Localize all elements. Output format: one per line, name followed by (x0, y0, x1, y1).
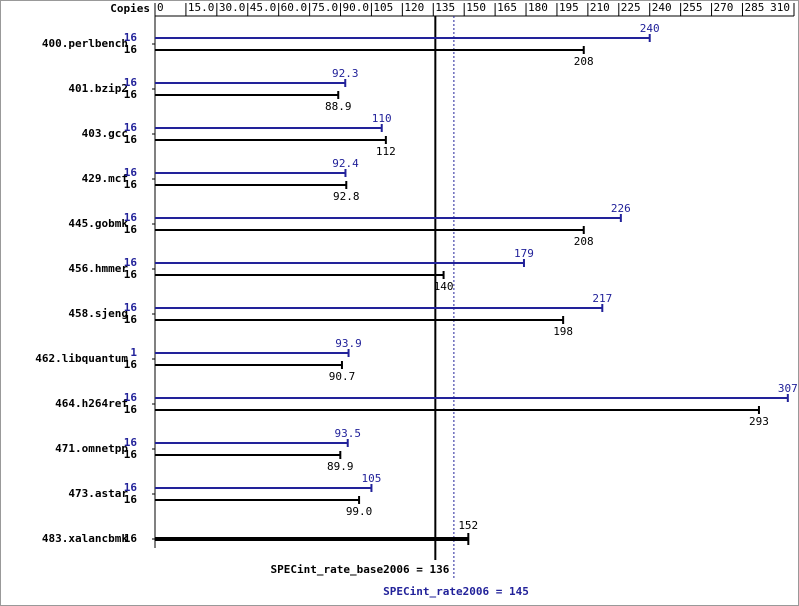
value-label: 226 (611, 202, 631, 215)
copies-value: 16 (124, 76, 138, 89)
value-label: 208 (574, 55, 594, 68)
value-label: 93.9 (335, 337, 362, 350)
value-label: 208 (574, 235, 594, 248)
copies-value: 16 (124, 211, 138, 224)
value-label: 90.7 (329, 370, 356, 383)
value-label: 152 (458, 519, 478, 532)
benchmark-label: 473.astar (68, 487, 128, 500)
copies-value: 16 (124, 493, 138, 506)
copies-value: 16 (124, 448, 138, 461)
value-label: 92.3 (332, 67, 359, 80)
reference-label: SPECint_rate_base2006 = 136 (271, 563, 450, 576)
benchmark-label: 471.omnetpp (55, 442, 128, 455)
x-tick-label: 270 (714, 1, 734, 14)
value-label: 179 (514, 247, 534, 260)
copies-value: 16 (124, 403, 138, 416)
value-label: 93.5 (334, 427, 361, 440)
value-label: 198 (553, 325, 573, 338)
x-tick-label: 135 (435, 1, 455, 14)
x-tick-label: 75.0 (312, 1, 339, 14)
x-tick-label: 150 (466, 1, 486, 14)
value-label: 88.9 (325, 100, 352, 113)
x-tick-label: 0 (157, 1, 164, 14)
copies-value: 16 (124, 256, 138, 269)
x-tick-label: 255 (683, 1, 703, 14)
value-label: 217 (592, 292, 612, 305)
copies-value: 16 (124, 133, 138, 146)
copies-value: 16 (124, 166, 138, 179)
benchmark-label: 401.bzip2 (68, 82, 128, 95)
copies-value: 16 (124, 481, 138, 494)
copies-value: 16 (124, 301, 138, 314)
x-tick-label: 15.0 (188, 1, 215, 14)
benchmark-label: 445.gobmk (68, 217, 128, 230)
value-label: 105 (361, 472, 381, 485)
benchmark-label: 400.perlbench (42, 37, 128, 50)
copies-value: 16 (124, 391, 138, 404)
value-label: 293 (749, 415, 769, 428)
x-tick-label: 195 (559, 1, 579, 14)
x-tick-label: 210 (590, 1, 610, 14)
x-tick-label: 285 (744, 1, 764, 14)
copies-label: Copies (110, 2, 150, 15)
value-label: 307 (778, 382, 798, 395)
value-label: 112 (376, 145, 396, 158)
x-tick-label: 45.0 (250, 1, 276, 14)
x-tick-label: 105 (373, 1, 393, 14)
value-label: 99.0 (346, 505, 373, 518)
copies-value: 16 (124, 268, 138, 281)
x-tick-label: 225 (621, 1, 641, 14)
copies-value: 16 (124, 31, 138, 44)
x-tick-label: 30.0 (219, 1, 246, 14)
x-tick-label: 240 (652, 1, 672, 14)
benchmark-label: 429.mcf (82, 172, 128, 185)
x-tick-label: 60.0 (281, 1, 308, 14)
benchmark-label: 403.gcc (82, 127, 128, 140)
copies-value: 1 (130, 346, 137, 359)
x-tick-label: 120 (404, 1, 424, 14)
benchmark-label: 483.xalancbmk (42, 532, 128, 545)
value-label: 240 (640, 22, 660, 35)
x-tick-label: 90.0 (343, 1, 370, 14)
x-tick-label: 310 (770, 1, 790, 14)
copies-value: 16 (124, 88, 138, 101)
value-label: 140 (434, 280, 454, 293)
value-label: 110 (372, 112, 392, 125)
value-label: 92.4 (332, 157, 359, 170)
x-tick-label: 165 (497, 1, 517, 14)
copies-value: 16 (124, 121, 138, 134)
value-label: 89.9 (327, 460, 354, 473)
copies-value: 16 (124, 313, 138, 326)
benchmark-label: 464.h264ref (55, 397, 128, 410)
reference-label: SPECint_rate2006 = 145 (383, 585, 529, 598)
copies-value: 16 (124, 43, 138, 56)
x-tick-label: 180 (528, 1, 548, 14)
copies-value: 16 (124, 436, 138, 449)
copies-value: 16 (124, 223, 138, 236)
benchmark-label: 458.sjeng (68, 307, 128, 320)
benchmark-label: 456.hmmer (68, 262, 128, 275)
copies-value: 16 (124, 178, 138, 191)
copies-value: 16 (124, 358, 138, 371)
value-label: 92.8 (333, 190, 360, 203)
copies-value: 16 (124, 532, 138, 545)
benchmark-label: 462.libquantum (35, 352, 128, 365)
